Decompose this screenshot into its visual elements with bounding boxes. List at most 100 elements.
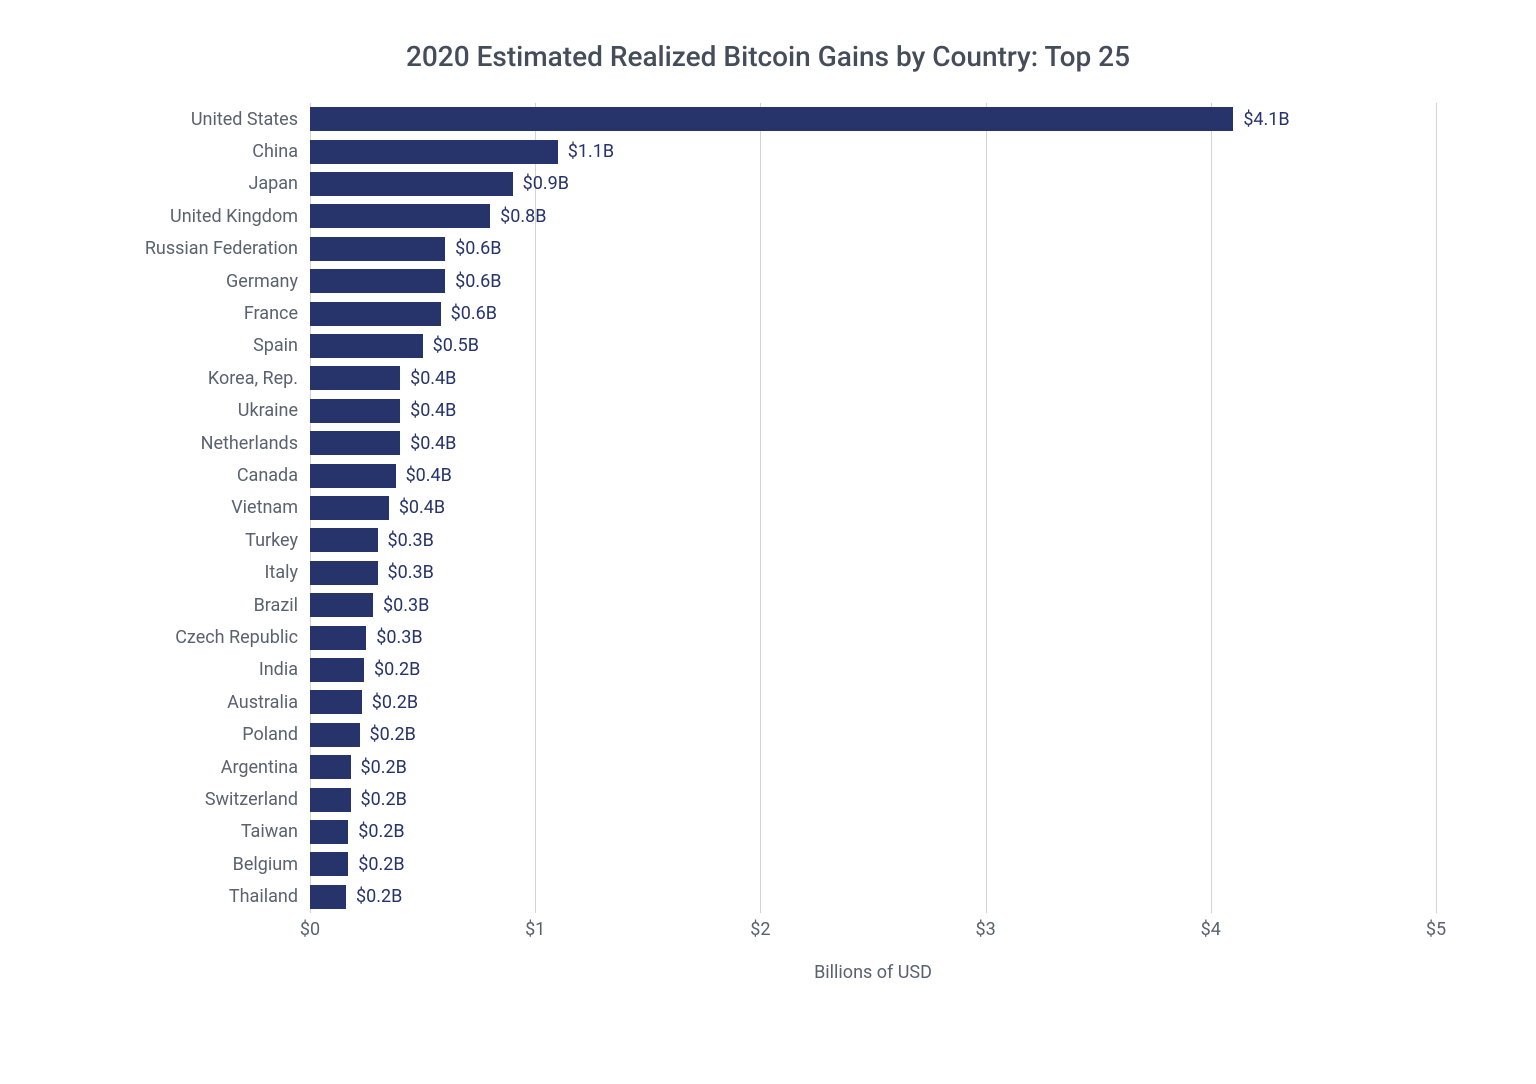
bar-row: Korea, Rep.$0.4B xyxy=(310,362,1436,394)
bar-value-label: $0.6B xyxy=(455,271,501,292)
bar-row: Vietnam$0.4B xyxy=(310,492,1436,524)
bar xyxy=(310,788,351,812)
bar-value-label: $0.8B xyxy=(500,206,546,227)
bar-value-label: $0.5B xyxy=(433,335,479,356)
bar xyxy=(310,269,445,293)
bar-value-label: $0.2B xyxy=(361,789,407,810)
bar-row: United Kingdom$0.8B xyxy=(310,200,1436,232)
country-label: United Kingdom xyxy=(170,206,298,227)
bar xyxy=(310,755,351,779)
bar-value-label: $0.2B xyxy=(374,659,420,680)
bar-row: Taiwan$0.2B xyxy=(310,816,1436,848)
country-label: Turkey xyxy=(245,530,298,551)
country-label: Canada xyxy=(237,465,298,486)
country-label: Australia xyxy=(227,692,298,713)
country-label: Spain xyxy=(253,335,298,356)
x-tick-label: $2 xyxy=(750,919,770,940)
bar-row: Brazil$0.3B xyxy=(310,589,1436,621)
bar-row: Spain$0.5B xyxy=(310,330,1436,362)
x-tick-label: $5 xyxy=(1426,919,1446,940)
bar xyxy=(310,690,362,714)
bar xyxy=(310,820,348,844)
bar-value-label: $0.2B xyxy=(358,821,404,842)
bar-row: Germany$0.6B xyxy=(310,265,1436,297)
bar-value-label: $0.4B xyxy=(410,400,456,421)
bar-row: Japan$0.9B xyxy=(310,168,1436,200)
bar xyxy=(310,140,558,164)
bar-row: Switzerland$0.2B xyxy=(310,783,1436,815)
bar xyxy=(310,366,400,390)
country-label: France xyxy=(244,303,298,324)
x-tick-label: $0 xyxy=(300,919,320,940)
country-label: Netherlands xyxy=(201,433,298,454)
bar xyxy=(310,107,1233,131)
country-label: Taiwan xyxy=(241,821,298,842)
country-label: Thailand xyxy=(229,886,298,907)
country-label: Italy xyxy=(265,562,298,583)
bars-region: United States$4.1BChina$1.1BJapan$0.9BUn… xyxy=(310,103,1436,913)
bar-value-label: $0.2B xyxy=(361,757,407,778)
bar-row: France$0.6B xyxy=(310,297,1436,329)
chart-container: 2020 Estimated Realized Bitcoin Gains by… xyxy=(0,0,1536,1084)
bar-row: United States$4.1B xyxy=(310,103,1436,135)
plot-area: United States$4.1BChina$1.1BJapan$0.9BUn… xyxy=(100,103,1436,973)
bar-value-label: $1.1B xyxy=(568,141,614,162)
bar-value-label: $0.2B xyxy=(356,886,402,907)
bar-value-label: $0.2B xyxy=(370,724,416,745)
country-label: India xyxy=(259,659,298,680)
x-tick-label: $4 xyxy=(1201,919,1221,940)
bar-row: China$1.1B xyxy=(310,135,1436,167)
bar xyxy=(310,172,513,196)
bar-row: Thailand$0.2B xyxy=(310,881,1436,913)
bar xyxy=(310,431,400,455)
bar-value-label: $0.4B xyxy=(399,497,445,518)
country-label: Poland xyxy=(242,724,298,745)
x-axis-label: Billions of USD xyxy=(310,962,1436,983)
bar xyxy=(310,593,373,617)
bar xyxy=(310,237,445,261)
x-tick-label: $1 xyxy=(525,919,545,940)
country-label: Brazil xyxy=(254,595,298,616)
bar xyxy=(310,528,378,552)
bar xyxy=(310,561,378,585)
bar-row: Italy$0.3B xyxy=(310,557,1436,589)
country-label: Switzerland xyxy=(205,789,298,810)
bar xyxy=(310,658,364,682)
bar-row: Australia$0.2B xyxy=(310,686,1436,718)
bar xyxy=(310,334,423,358)
bar-row: Argentina$0.2B xyxy=(310,751,1436,783)
x-tick-label: $3 xyxy=(975,919,995,940)
bar-value-label: $0.3B xyxy=(383,595,429,616)
gridline xyxy=(1436,103,1437,913)
bar-value-label: $0.3B xyxy=(388,530,434,551)
bar-value-label: $4.1B xyxy=(1243,109,1289,130)
country-label: Czech Republic xyxy=(175,627,298,648)
bar-value-label: $0.9B xyxy=(523,173,569,194)
bar-value-label: $0.6B xyxy=(455,238,501,259)
bar xyxy=(310,464,396,488)
country-label: Ukraine xyxy=(238,400,298,421)
bar-value-label: $0.3B xyxy=(388,562,434,583)
bar xyxy=(310,885,346,909)
bar xyxy=(310,302,441,326)
bar-value-label: $0.3B xyxy=(376,627,422,648)
bar-row: Ukraine$0.4B xyxy=(310,395,1436,427)
bar xyxy=(310,852,348,876)
bar xyxy=(310,626,366,650)
bar xyxy=(310,399,400,423)
bar-value-label: $0.4B xyxy=(406,465,452,486)
bar-row: India$0.2B xyxy=(310,654,1436,686)
chart-title: 2020 Estimated Realized Bitcoin Gains by… xyxy=(100,40,1436,73)
bar-value-label: $0.6B xyxy=(451,303,497,324)
country-label: Argentina xyxy=(221,757,298,778)
country-label: China xyxy=(252,141,298,162)
bar xyxy=(310,204,490,228)
bar xyxy=(310,496,389,520)
x-axis: $0$1$2$3$4$5 xyxy=(310,919,1436,943)
bar-value-label: $0.2B xyxy=(358,854,404,875)
bar-row: Russian Federation$0.6B xyxy=(310,233,1436,265)
bar xyxy=(310,723,360,747)
country-label: Belgium xyxy=(233,854,298,875)
country-label: Korea, Rep. xyxy=(208,368,298,389)
country-label: Vietnam xyxy=(231,497,298,518)
